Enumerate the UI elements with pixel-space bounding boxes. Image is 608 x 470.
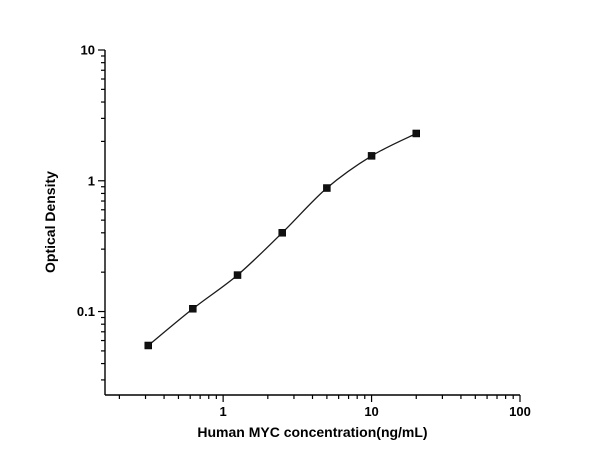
data-point-marker (144, 341, 153, 350)
y-tick-label: 10 (81, 43, 95, 58)
x-tick-label: 1 (220, 404, 227, 419)
y-axis-title: Optical Density (42, 171, 58, 274)
data-point-marker (367, 152, 376, 160)
data-point-marker (233, 271, 242, 279)
fit-curve (147, 132, 417, 347)
y-tick-label: 1 (88, 173, 95, 188)
data-point-marker (278, 229, 286, 237)
y-tick-label: 0.1 (77, 304, 95, 319)
data-point-marker (412, 129, 420, 138)
data-point-marker (323, 184, 331, 192)
data-point-marker (189, 305, 197, 313)
x-tick-label: 100 (509, 404, 531, 419)
x-axis-title: Human MYC concentration(ng/mL) (197, 424, 428, 440)
x-tick-label: 10 (364, 404, 378, 419)
